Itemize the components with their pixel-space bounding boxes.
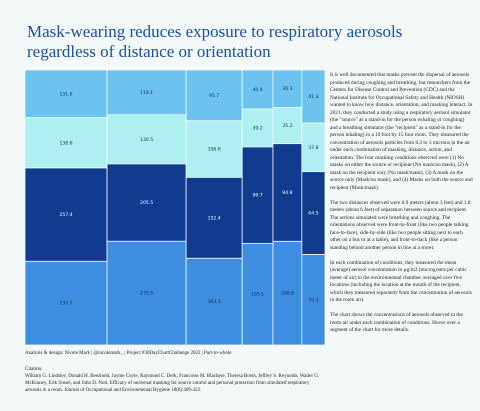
chart-title: Mask-wearing reduces exposure to respira… bbox=[27, 22, 403, 61]
paragraph: The two distances observed were 0.9 mete… bbox=[330, 199, 471, 251]
segment[interactable] bbox=[185, 176, 243, 259]
segment[interactable] bbox=[24, 69, 108, 119]
data-label: 94.8 bbox=[282, 190, 292, 196]
segment[interactable] bbox=[106, 114, 187, 165]
segment[interactable] bbox=[272, 69, 303, 108]
segment[interactable] bbox=[24, 117, 108, 169]
citation-label: Citation: bbox=[25, 367, 43, 372]
data-label: 40.4 bbox=[252, 87, 262, 93]
description: It is well documented that masks prevent… bbox=[330, 72, 473, 342]
data-label: 119.1 bbox=[140, 90, 153, 96]
data-label: 138.6 bbox=[59, 140, 72, 146]
segment[interactable] bbox=[185, 120, 243, 178]
citation-block: Citation: William G. Lindsley, Donald H.… bbox=[25, 366, 325, 394]
segment[interactable] bbox=[301, 254, 326, 346]
segment[interactable] bbox=[106, 163, 187, 242]
data-label: 95.7 bbox=[209, 93, 219, 99]
data-label: 39.2 bbox=[252, 126, 262, 132]
data-label: 257.4 bbox=[59, 212, 72, 218]
data-label: 64.5 bbox=[308, 211, 318, 217]
data-label: 130.5 bbox=[140, 137, 153, 143]
data-label: 70.3 bbox=[308, 297, 318, 303]
data-label: 37.8 bbox=[308, 145, 318, 151]
data-label: 230.7 bbox=[59, 301, 72, 307]
data-label: 205.5 bbox=[140, 200, 153, 206]
data-label: 163.3 bbox=[208, 299, 221, 305]
data-label: 100.6 bbox=[281, 291, 294, 297]
segment[interactable] bbox=[185, 257, 243, 346]
data-label: 275.5 bbox=[140, 291, 153, 297]
segment[interactable] bbox=[241, 146, 274, 244]
segment[interactable] bbox=[24, 260, 108, 346]
data-label: 152.4 bbox=[208, 215, 221, 221]
segment[interactable] bbox=[241, 69, 274, 110]
segment[interactable] bbox=[272, 107, 303, 145]
data-label: 35.2 bbox=[282, 123, 292, 129]
data-label: 99.7 bbox=[252, 193, 262, 199]
segment[interactable] bbox=[272, 143, 303, 242]
data-label: 41.3 bbox=[308, 94, 318, 100]
data-label: 105.1 bbox=[251, 292, 264, 298]
paragraph: The chart shows the concentrations of ae… bbox=[330, 312, 463, 333]
data-label: 36.3 bbox=[282, 86, 292, 92]
data-label: 131.6 bbox=[59, 91, 72, 97]
segment[interactable] bbox=[24, 167, 108, 262]
data-label: 106.6 bbox=[208, 147, 221, 153]
citation: William G. Lindsley, Donald H. Beezhold,… bbox=[25, 374, 320, 393]
credit: Analysis & design: Nicole Mark | @nicole… bbox=[25, 351, 232, 356]
paragraph: In each combination of conditions, they … bbox=[330, 259, 472, 304]
paragraph: It is well documented that masks prevent… bbox=[330, 72, 473, 191]
segment[interactable] bbox=[106, 240, 187, 346]
